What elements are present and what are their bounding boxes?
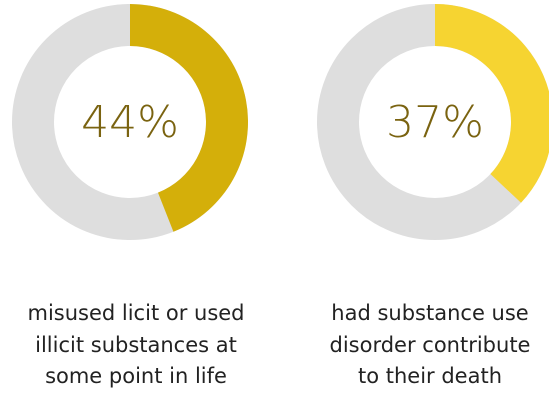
caption-line: disorder contribute	[290, 330, 549, 362]
donut-svg: 37%	[305, 0, 549, 260]
caption-line: misused licit or used	[0, 298, 276, 330]
caption-line: illicit substances at	[0, 330, 276, 362]
donut-value-label: 37%	[386, 97, 484, 148]
caption-line: to their death	[290, 361, 549, 393]
chart-caption: had substance use disorder contribute to…	[290, 298, 549, 393]
caption-line: had substance use	[290, 298, 549, 330]
chart-caption: misused licit or used illicit substances…	[0, 298, 276, 393]
caption-line: some point in life	[0, 361, 276, 393]
donut-value-label: 44%	[81, 97, 179, 148]
donut-svg: 44%	[0, 0, 260, 260]
